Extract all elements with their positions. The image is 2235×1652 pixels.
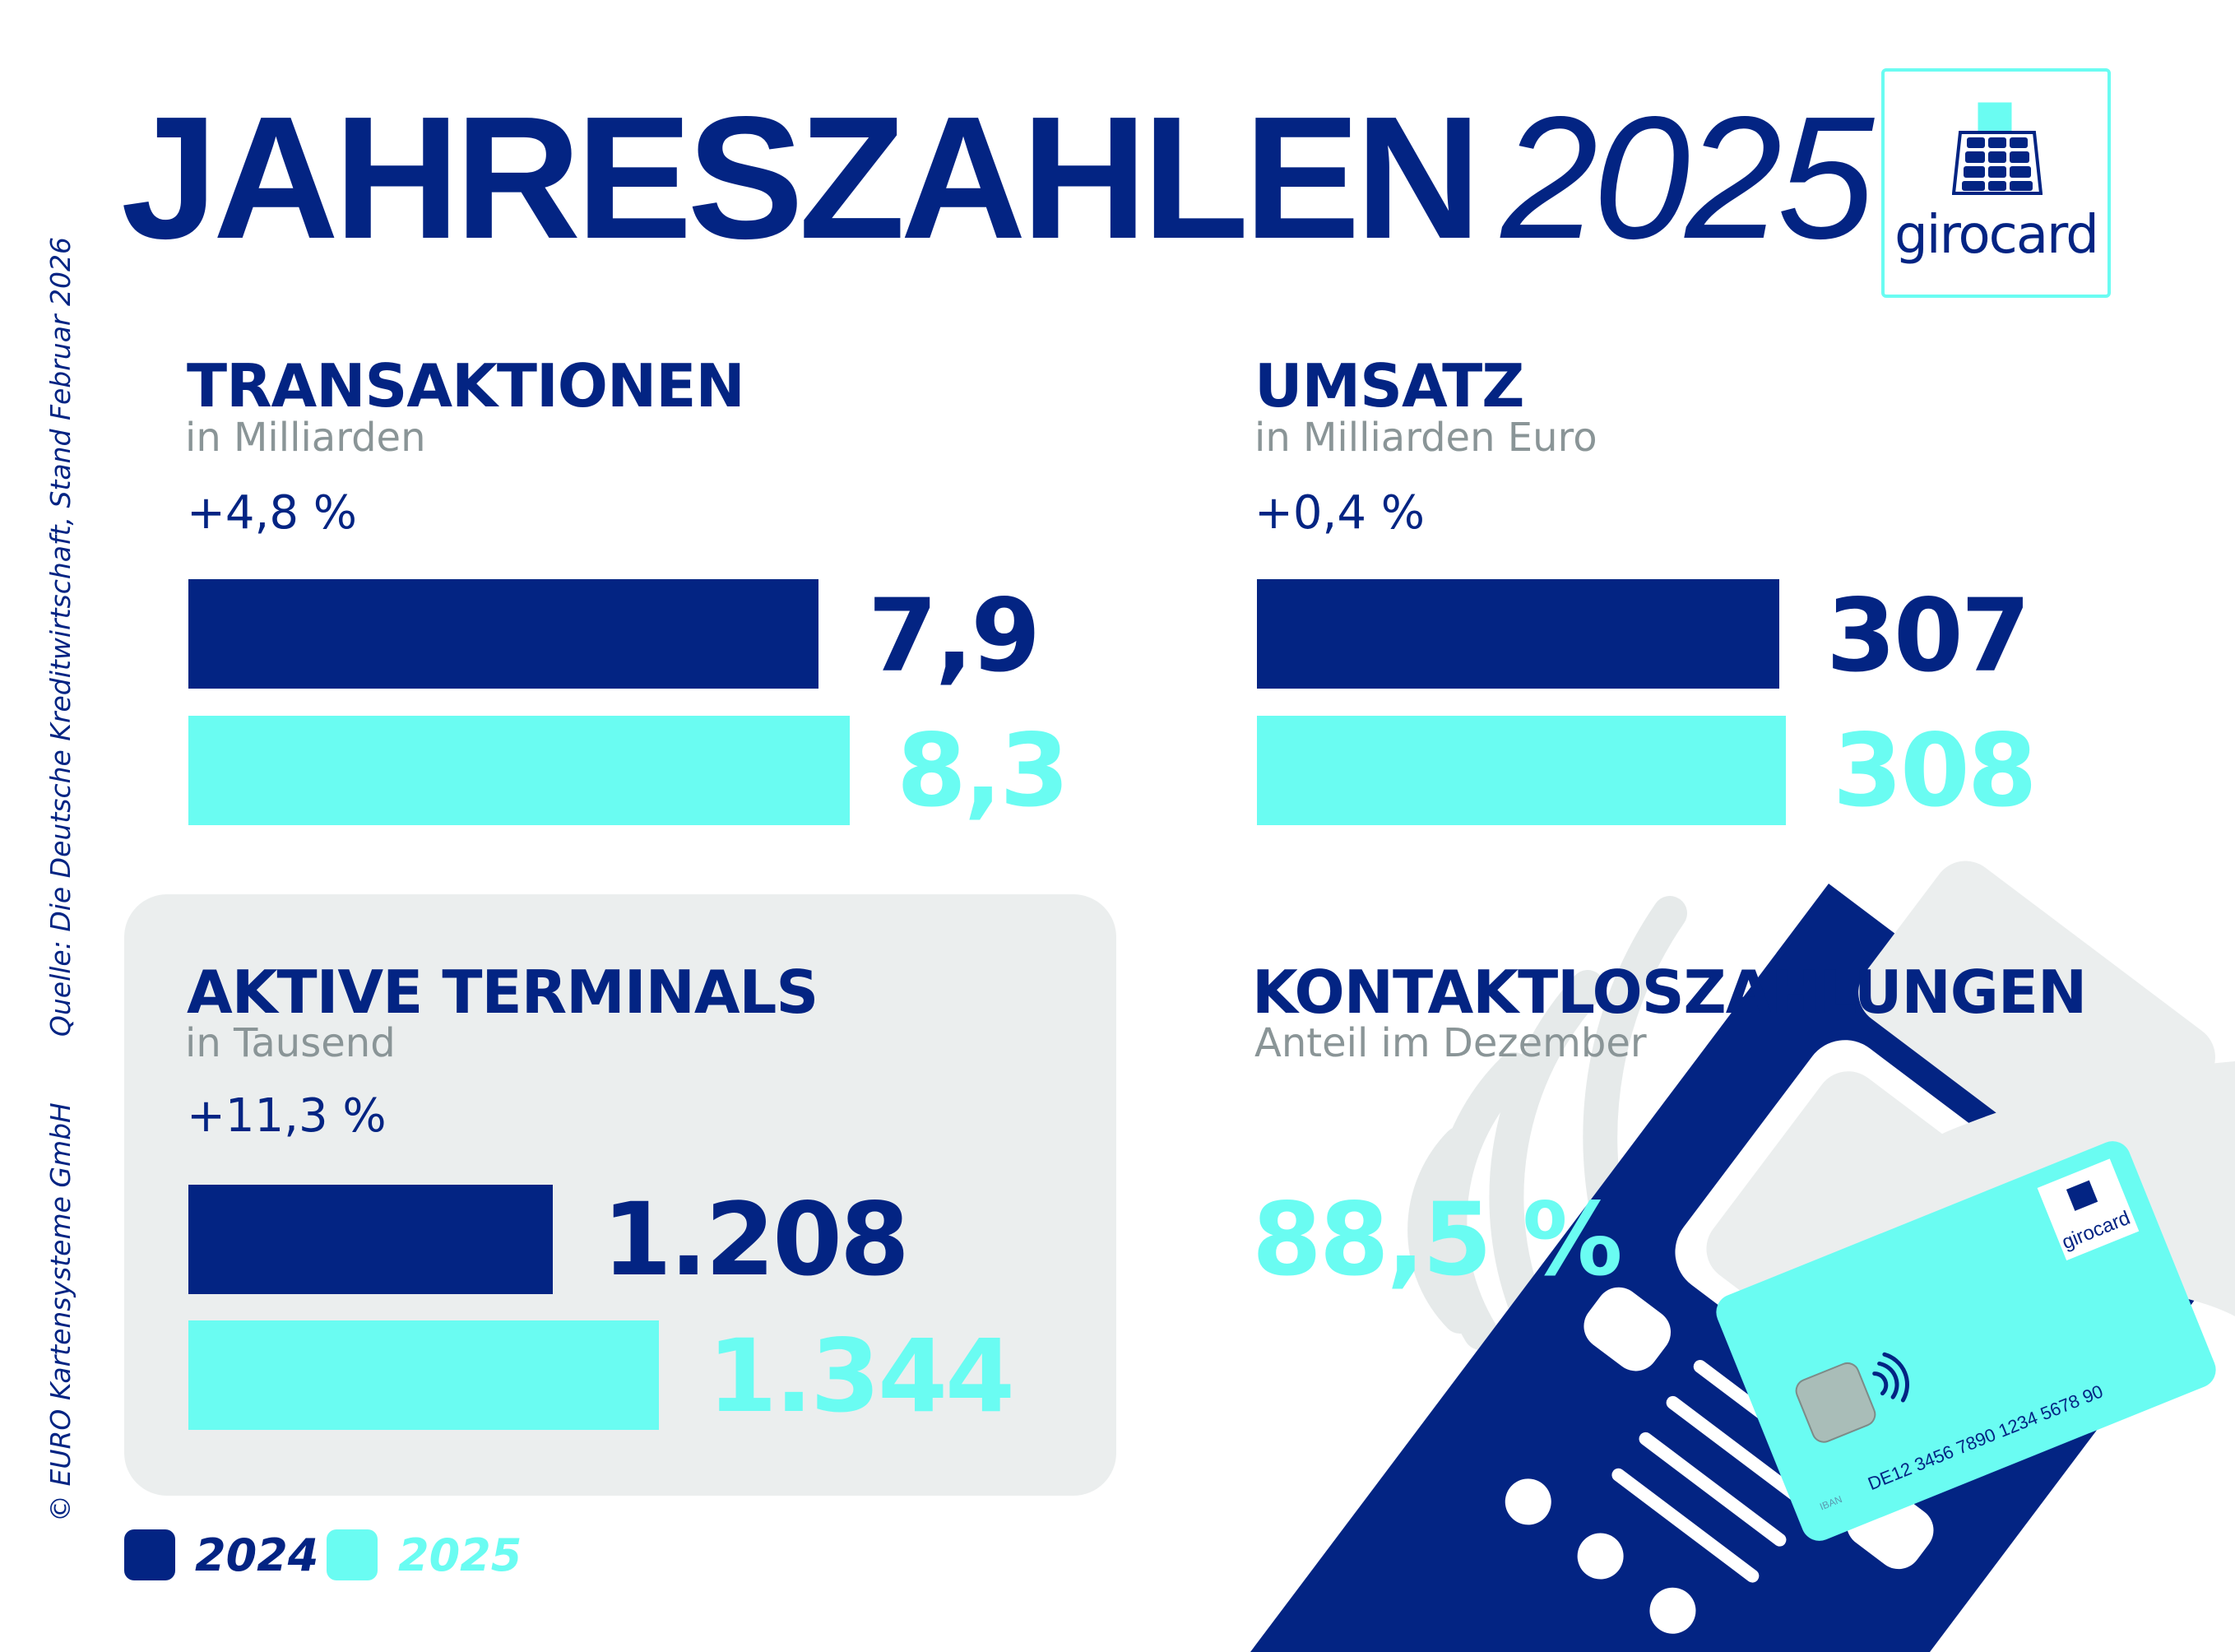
contactless-icon	[1872, 1352, 1910, 1403]
transaktionen-change: +4,8 %	[187, 486, 357, 540]
title-year: 2025	[1500, 80, 1875, 275]
kontaktlos-title: KONTAKTLOSZAHLUNGEN	[1252, 958, 2087, 1027]
transaktionen-bar-2024	[188, 579, 818, 689]
umsatz-value-2025: 308	[1833, 712, 2038, 829]
legend-swatch-2024	[124, 1529, 175, 1580]
terminals-value-2024: 1.208	[602, 1181, 910, 1298]
umsatz-subtitle: in Milliarden Euro	[1254, 415, 1597, 461]
copyright-note: © EURO Kartensysteme GmbH	[44, 1102, 77, 1522]
chip-icon	[1795, 1362, 1876, 1443]
girocard-logo: girocard	[1881, 68, 2111, 298]
umsatz-value-2024: 307	[1826, 578, 2031, 694]
transaktionen-bar-2025	[188, 716, 850, 825]
umsatz-title: UMSATZ	[1254, 351, 1524, 420]
legend-swatch-2025	[327, 1529, 378, 1580]
terminals-bar-2025	[188, 1320, 659, 1430]
transaktionen-value-2025: 8,3	[897, 712, 1069, 829]
terminals-title: AKTIVE TERMINALS	[187, 958, 818, 1027]
girocard-terminal-icon	[1952, 101, 2043, 195]
title-text: JAHRESZAHLEN	[121, 80, 1481, 275]
umsatz-change: +0,4 %	[1254, 486, 1425, 540]
umsatz-bar-2025	[1257, 716, 1786, 825]
source-note: Quelle: Die Deutsche Kreditwirtschaft, S…	[44, 237, 77, 1037]
terminals-value-2025: 1.344	[707, 1318, 1015, 1435]
page-title: JAHRESZAHLEN 2025	[121, 90, 1874, 265]
terminals-bar-2024	[188, 1185, 553, 1294]
transaktionen-title: TRANSAKTIONEN	[187, 351, 745, 420]
kontaktlos-value: 88,5 %	[1252, 1181, 1623, 1298]
kontaktlos-subtitle: Anteil im Dezember	[1254, 1020, 1647, 1066]
side-notes: © EURO Kartensysteme GmbH Quelle: Die Deu…	[44, 237, 77, 1522]
umsatz-bar-2024	[1257, 579, 1779, 689]
terminals-change: +11,3 %	[187, 1089, 387, 1143]
transaktionen-subtitle: in Milliarden	[185, 415, 426, 461]
legend-label-2025: 2025	[398, 1529, 522, 1581]
transaktionen-value-2024: 7,9	[868, 578, 1041, 694]
terminals-subtitle: in Tausend	[185, 1020, 396, 1066]
logo-text: girocard	[1894, 205, 2099, 266]
legend-label-2024: 2024	[195, 1529, 319, 1581]
